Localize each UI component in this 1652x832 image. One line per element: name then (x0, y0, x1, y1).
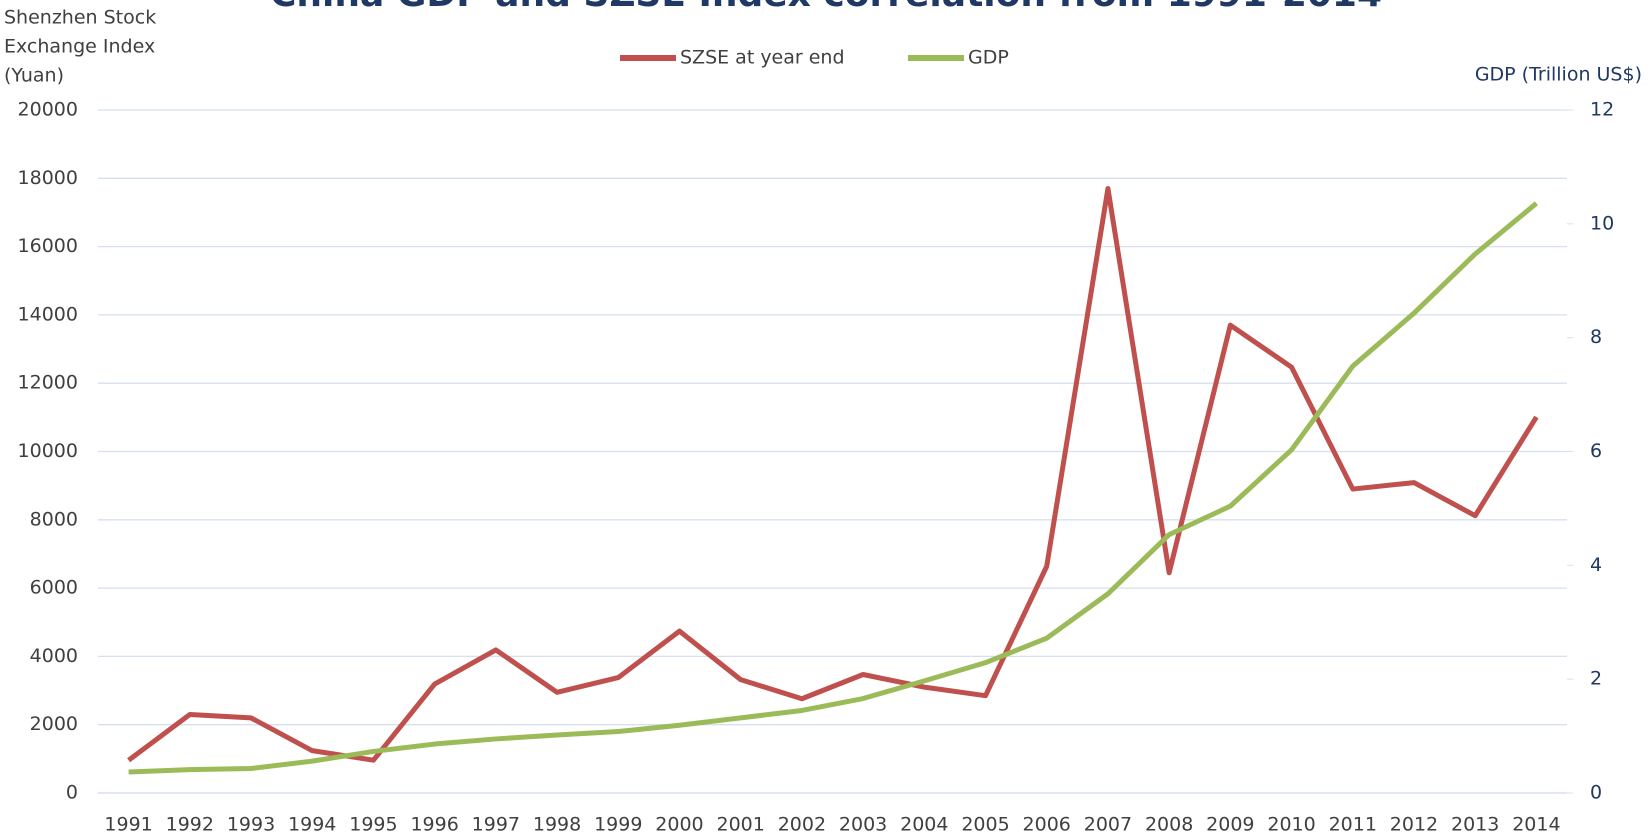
x-tick-label: 1992 (166, 814, 214, 832)
x-tick-label: 2000 (655, 814, 703, 832)
x-tick-label: 2009 (1206, 814, 1254, 832)
x-tick-label: 1996 (410, 814, 458, 832)
y-axis-label: (Yuan) (4, 65, 64, 87)
y-tick-label: 6000 (30, 577, 78, 599)
x-tick-label: 1998 (533, 814, 581, 832)
x-tick-label: 2001 (717, 814, 765, 832)
x-tick-label: 2014 (1512, 814, 1560, 832)
chart-title: China GDP and SZSE Index correlation fro… (270, 0, 1382, 15)
x-tick-label: 1999 (594, 814, 642, 832)
x-tick-label: 2010 (1267, 814, 1315, 832)
y-tick-label: 14000 (18, 303, 78, 325)
series-line (127, 186, 1539, 763)
y-tick-label: 16000 (18, 235, 78, 257)
y2-tick-label: 2 (1590, 668, 1602, 690)
y2-axis-label: GDP (Trillion US$) (1475, 64, 1642, 86)
x-tick-label: 2013 (1451, 814, 1499, 832)
y-tick-label: 4000 (30, 645, 78, 667)
y-tick-label: 10000 (18, 440, 78, 462)
x-tick-label: 1994 (288, 814, 336, 832)
x-tick-label: 2002 (778, 814, 826, 832)
x-tick-label: 2011 (1329, 814, 1377, 832)
x-tick-label: 1997 (472, 814, 520, 832)
y2-tick-label: 10 (1590, 212, 1614, 234)
y-tick-label: 8000 (30, 508, 78, 530)
x-tick-label: 1993 (227, 814, 275, 832)
x-tick-label: 2007 (1084, 814, 1132, 832)
x-tick-label: 2005 (961, 814, 1009, 832)
y-axis-label: Shenzhen Stock (4, 7, 156, 29)
y2-tick-label: 8 (1590, 326, 1602, 348)
y-tick-label: 20000 (18, 99, 78, 121)
x-tick-label: 2008 (1145, 814, 1193, 832)
x-tick-label: 2006 (1023, 814, 1071, 832)
y-tick-label: 0 (66, 782, 78, 804)
x-tick-label: 2003 (839, 814, 887, 832)
legend-label: SZSE at year end (680, 47, 845, 69)
x-tick-label: 1991 (104, 814, 152, 832)
x-tick-label: 1995 (349, 814, 397, 832)
x-tick-label: 2004 (900, 814, 948, 832)
y-tick-label: 12000 (18, 372, 78, 394)
y2-tick-label: 6 (1590, 440, 1602, 462)
y2-tick-label: 12 (1590, 99, 1614, 121)
y-tick-label: 2000 (30, 713, 78, 735)
y2-tick-label: 0 (1590, 782, 1602, 804)
series-line (128, 201, 1538, 775)
y-axis-label: Exchange Index (4, 36, 155, 58)
y-tick-label: 18000 (18, 167, 78, 189)
legend-label: GDP (968, 47, 1009, 69)
y2-tick-label: 4 (1590, 554, 1602, 576)
x-tick-label: 2012 (1390, 814, 1438, 832)
